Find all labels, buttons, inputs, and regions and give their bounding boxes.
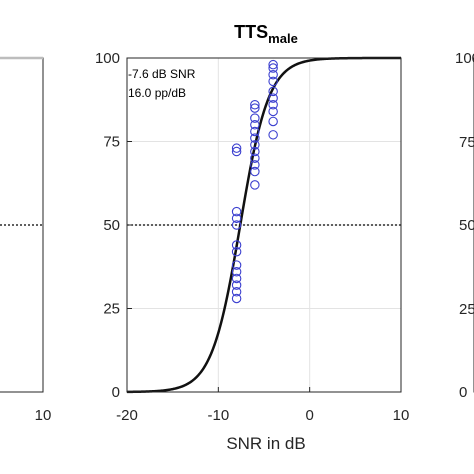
center-panel: -20 -10 0 10 0 25 50 75 100 -7.6 dB SNR 16.0 pp… — [95, 22, 409, 453]
data-point — [268, 130, 278, 140]
data-point — [250, 126, 260, 137]
y-tick-label: 0 — [112, 384, 120, 401]
y-axis-ticks: 0 25 50 75 100 — [95, 50, 132, 401]
data-point — [231, 287, 242, 297]
data-point — [250, 180, 260, 190]
data-point — [268, 69, 278, 80]
y-tick-label: 75 — [103, 134, 120, 151]
chart-title-main: TTS — [234, 22, 268, 42]
data-point — [231, 146, 242, 157]
data-point — [268, 59, 278, 70]
data-point — [231, 240, 242, 250]
data-point — [268, 100, 278, 110]
right-panel-y-tick-label-50: 50 — [459, 217, 474, 234]
data-point — [268, 106, 278, 117]
x-tick-label: -10 — [207, 407, 229, 424]
data-points — [231, 59, 278, 304]
data-point — [231, 246, 242, 257]
data-point — [231, 267, 242, 277]
data-point — [250, 166, 260, 177]
data-point — [231, 293, 242, 304]
data-point — [268, 116, 278, 127]
data-point — [231, 260, 242, 270]
left-panel-x-tick-label: 10 — [35, 407, 52, 424]
right-panel-y-tick-label-100: 100 — [455, 50, 474, 67]
data-point — [268, 63, 278, 73]
data-point — [268, 76, 278, 87]
x-tick-label: 10 — [393, 407, 410, 424]
right-panel-y-tick-label-75: 75 — [459, 134, 474, 151]
data-point — [231, 273, 242, 284]
right-panel: 100 75 50 25 0 — [455, 50, 474, 401]
data-point — [250, 113, 260, 123]
x-tick-label: -20 — [116, 407, 138, 424]
y-tick-label: 25 — [103, 301, 120, 318]
data-point — [250, 140, 260, 150]
chart-title: TTSmale — [234, 22, 298, 46]
data-point — [231, 280, 242, 290]
right-panel-y-tick-label-0: 0 — [459, 384, 467, 401]
left-panel: 10 — [0, 56, 52, 424]
annotation-slope: 16.0 pp/dB — [128, 86, 186, 100]
data-point — [231, 206, 242, 217]
data-point — [250, 103, 260, 113]
x-axis-ticks: -20 -10 0 10 — [116, 387, 409, 424]
data-point — [250, 100, 260, 110]
data-point — [231, 143, 242, 153]
data-point — [231, 220, 242, 230]
y-tick-label: 50 — [103, 217, 120, 234]
data-point — [268, 93, 278, 103]
data-point — [250, 120, 260, 130]
data-point — [250, 160, 260, 170]
y-tick-label: 100 — [95, 50, 120, 67]
annotation-threshold: -7.6 dB SNR — [128, 67, 196, 81]
data-point — [268, 86, 278, 97]
data-point — [250, 146, 260, 157]
x-tick-label: 0 — [305, 407, 313, 424]
chart-title-subscript: male — [268, 31, 298, 46]
data-point — [231, 213, 242, 224]
data-point — [250, 153, 260, 163]
left-panel-frame — [0, 57, 44, 393]
data-point — [250, 133, 260, 143]
x-axis-label: SNR in dB — [226, 434, 305, 453]
right-panel-y-tick-label-25: 25 — [459, 301, 474, 318]
